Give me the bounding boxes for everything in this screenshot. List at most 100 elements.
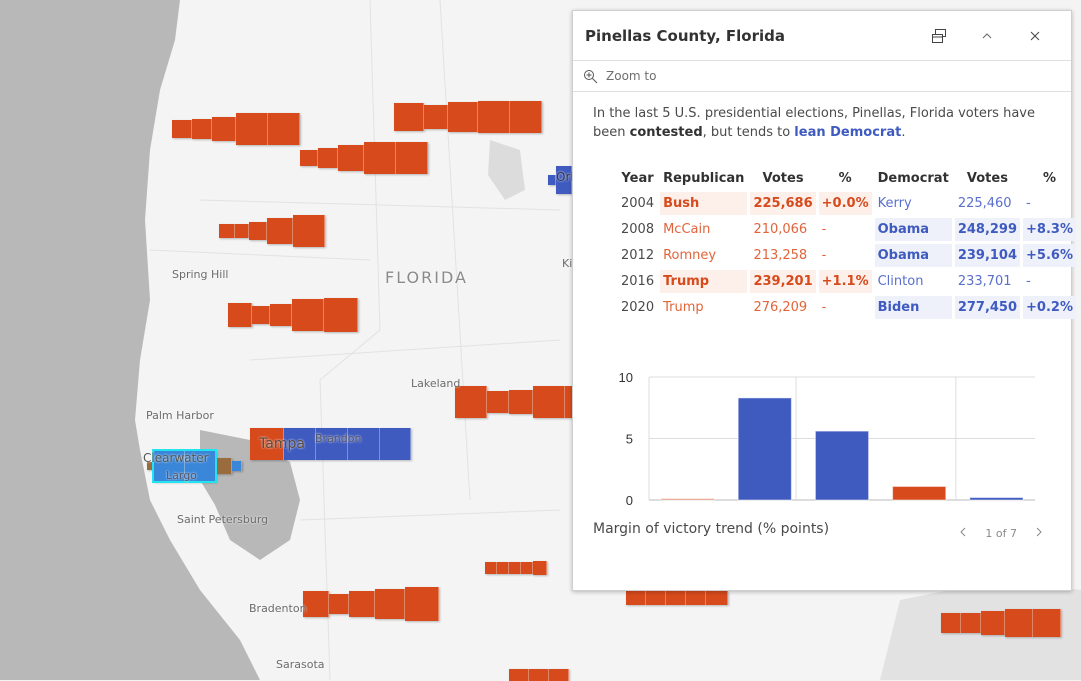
county-bar-segment[interactable] xyxy=(981,611,1005,635)
county-bar-segment[interactable] xyxy=(250,428,284,460)
place-label: Sarasota xyxy=(276,658,325,671)
chart-caption: Margin of victory trend (% points) xyxy=(593,521,830,537)
county-bar-segment[interactable] xyxy=(303,591,329,617)
cell-dem-votes: 277,450 xyxy=(954,296,1021,319)
cell-year: 2016 xyxy=(621,274,655,289)
cell-rep-votes: 225,686 xyxy=(750,192,816,215)
cell-dem: Obama xyxy=(874,218,952,241)
county-bar-segment[interactable] xyxy=(316,428,348,460)
cell-rep-pct: +0.0% xyxy=(818,192,872,215)
dock-button[interactable] xyxy=(915,21,963,51)
county-bar-segment[interactable] xyxy=(646,591,666,605)
county-bar-segment[interactable] xyxy=(219,224,235,238)
county-bar-segment[interactable] xyxy=(485,562,497,574)
county-bar-segment[interactable] xyxy=(364,142,396,174)
county-bar-segment[interactable] xyxy=(318,148,338,168)
table-row: 2008 McCain 210,066- Obama 248,299 +8.3% xyxy=(618,218,1076,241)
cell-dem-pct: +8.3% xyxy=(1023,218,1076,241)
cell-rep-pct: - xyxy=(821,248,827,263)
county-bar-segment[interactable] xyxy=(510,101,542,133)
county-bar-segment[interactable] xyxy=(1005,609,1033,637)
county-bar-segment[interactable] xyxy=(375,589,405,619)
table-row: 2004 Bush 225,686 +0.0% Kerry 225,460- xyxy=(618,192,1076,215)
pager: 1 of 7 xyxy=(959,527,1043,540)
county-bar-segment[interactable] xyxy=(405,587,439,621)
county-bar-segment[interactable] xyxy=(686,591,706,605)
close-icon xyxy=(1030,31,1040,40)
county-bar-segment[interactable] xyxy=(549,669,569,681)
county-bar-segment[interactable] xyxy=(284,428,316,460)
bar xyxy=(969,497,1024,501)
county-bar-segment[interactable] xyxy=(396,142,428,174)
county-bar-segment[interactable] xyxy=(448,102,478,132)
county-bar-segment[interactable] xyxy=(509,390,533,414)
county-bar-segment[interactable] xyxy=(348,428,380,460)
county-bar-segment[interactable] xyxy=(521,562,533,574)
county-bar-segment[interactable] xyxy=(235,224,249,238)
next-button[interactable] xyxy=(1035,527,1043,540)
place-label: Lakeland xyxy=(411,377,461,390)
county-bar-segment[interactable] xyxy=(706,591,728,605)
cell-rep-votes: 210,066 xyxy=(753,222,808,237)
cell-rep-votes: 213,258 xyxy=(753,248,808,263)
county-bar-segment[interactable] xyxy=(338,145,364,171)
cell-rep: McCain xyxy=(663,222,711,237)
county-bar-segment[interactable] xyxy=(216,458,232,474)
county-bar-segment[interactable] xyxy=(533,561,547,575)
dock-icon xyxy=(932,28,946,43)
cell-rep-pct: - xyxy=(821,300,827,315)
collapse-button[interactable] xyxy=(963,21,1011,51)
county-bar-segment[interactable] xyxy=(626,591,646,605)
county-bar-segment[interactable] xyxy=(268,113,300,145)
county-bar-segment[interactable] xyxy=(212,117,236,141)
cell-dem: Kerry xyxy=(877,196,912,211)
county-bar-segment[interactable] xyxy=(329,594,349,614)
state-label: FLORIDA xyxy=(385,268,468,287)
column-header: % xyxy=(838,170,852,186)
county-bar-segment[interactable] xyxy=(961,613,981,633)
county-bar-segment[interactable] xyxy=(487,391,509,413)
county-bar-segment[interactable] xyxy=(509,562,521,574)
county-bar-segment[interactable] xyxy=(509,669,529,681)
county-bar-segment[interactable] xyxy=(455,386,487,418)
y-tick-label: 5 xyxy=(626,432,633,447)
county-bar-segment[interactable] xyxy=(267,218,293,244)
prev-button[interactable] xyxy=(959,527,967,540)
cell-rep-votes: 239,201 xyxy=(750,270,816,293)
county-bar-segment[interactable] xyxy=(478,101,510,133)
cell-rep: Trump xyxy=(660,270,748,293)
cell-dem: Biden xyxy=(874,296,952,319)
county-bar-segment[interactable] xyxy=(349,591,375,617)
county-bar-segment[interactable] xyxy=(293,215,325,247)
close-button[interactable] xyxy=(1011,21,1059,51)
county-bar-segment[interactable] xyxy=(533,386,565,418)
pager-label: 1 of 7 xyxy=(985,527,1017,540)
y-tick-label: 0 xyxy=(626,493,633,508)
county-bar-segment[interactable] xyxy=(153,450,185,482)
column-header: Votes xyxy=(966,170,1008,186)
county-bar-segment[interactable] xyxy=(941,613,961,633)
county-bar-segment[interactable] xyxy=(172,120,192,138)
county-bar-segment[interactable] xyxy=(292,299,324,331)
cell-rep-votes: 276,209 xyxy=(753,300,808,315)
county-bar-segment[interactable] xyxy=(232,461,242,471)
county-bar-segment[interactable] xyxy=(529,669,549,681)
county-bar-segment[interactable] xyxy=(228,303,252,327)
county-bar-segment[interactable] xyxy=(497,562,509,574)
zoom-to-button[interactable]: Zoom to xyxy=(573,61,1071,92)
county-bar-segment[interactable] xyxy=(394,103,424,131)
county-bar-segment[interactable] xyxy=(1033,609,1061,637)
county-bar-segment[interactable] xyxy=(556,166,572,194)
county-bar-segment[interactable] xyxy=(252,306,270,324)
county-bar-segment[interactable] xyxy=(380,428,411,460)
county-bar-segment[interactable] xyxy=(424,105,448,129)
county-bar-segment[interactable] xyxy=(270,304,292,326)
county-bar-segment[interactable] xyxy=(249,222,267,240)
county-bar-segment[interactable] xyxy=(666,591,686,605)
county-bar-segment[interactable] xyxy=(192,119,212,139)
county-bar-segment[interactable] xyxy=(300,150,318,166)
county-bar-segment[interactable] xyxy=(548,175,556,185)
county-bar-segment[interactable] xyxy=(236,113,268,145)
county-bar-segment[interactable] xyxy=(324,298,358,332)
place-label: Spring Hill xyxy=(172,268,229,281)
